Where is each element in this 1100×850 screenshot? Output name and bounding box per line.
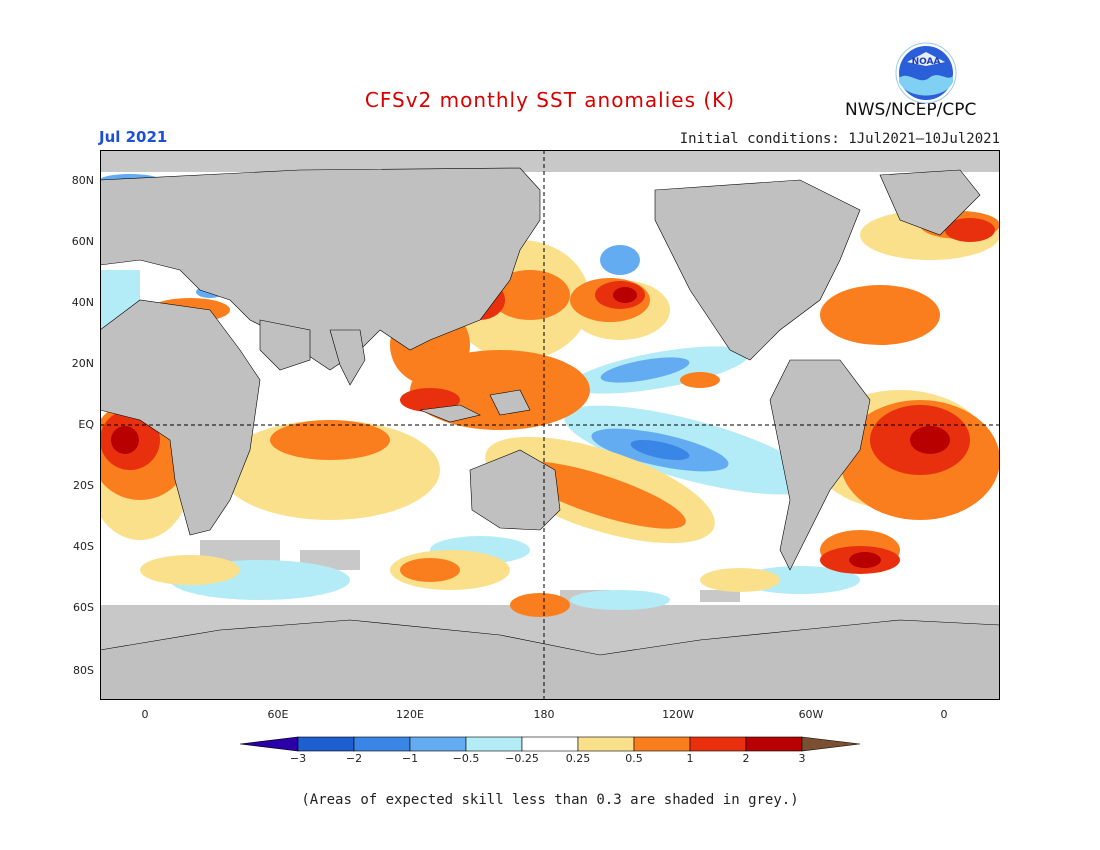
colorbar-segment-6 <box>577 736 635 752</box>
colorbar-label-4: −0.25 <box>505 752 539 765</box>
colorbar-segment-8 <box>689 736 747 752</box>
colorbar <box>240 736 860 752</box>
colorbar-segment-5 <box>521 736 579 752</box>
lat-label-20s: 20S <box>73 479 94 492</box>
colorbar-segment-10 <box>801 736 860 752</box>
lon-label-120e: 120E <box>396 708 424 721</box>
colorbar-segment-4 <box>465 736 523 752</box>
lat-label-40s: 40S <box>73 540 94 553</box>
noaa-logo-text: NOAA <box>912 57 941 67</box>
lat-label-20n: 20N <box>71 357 94 370</box>
initial-conditions: Initial conditions: 1Jul2021–10Jul2021 <box>679 131 1000 147</box>
colorbar-segment-9 <box>745 736 803 752</box>
lat-label-60s: 60S <box>73 601 94 614</box>
colorbar-label-2: −1 <box>401 752 419 765</box>
colorbar-segment-3 <box>409 736 467 752</box>
colorbar-label-1: −2 <box>345 752 363 765</box>
colorbar-segment-7 <box>633 736 691 752</box>
colorbar-label-8: 2 <box>742 752 750 765</box>
colorbar-label-3: −0.5 <box>452 752 480 765</box>
lat-label-eq: EQ <box>78 418 94 431</box>
lon-label-60w: 60W <box>798 708 824 721</box>
map-title: CFSv2 monthly SST anomalies (K) <box>364 88 736 112</box>
colorbar-label-6: 0.5 <box>625 752 643 765</box>
lon-label-120w: 120W <box>662 708 694 721</box>
colorbar-segment-1 <box>297 736 355 752</box>
colorbar-label-9: 3 <box>798 752 806 765</box>
colorbar-label-5: 0.25 <box>565 752 591 765</box>
lat-label-80n: 80N <box>71 174 94 187</box>
colorbar-label-0: −3 <box>289 752 307 765</box>
forecast-month: Jul 2021 <box>99 128 168 146</box>
noaa-logo: NOAA <box>895 42 957 104</box>
lat-label-40n: 40N <box>71 296 94 309</box>
lon-label-60e: 60E <box>267 708 289 721</box>
lat-label-80s: 80S <box>73 664 94 677</box>
sst-anomaly-map <box>100 150 1000 700</box>
lat-label-60n: 60N <box>71 235 94 248</box>
lon-label-0: 0 <box>141 708 149 721</box>
colorbar-segment-2 <box>353 736 411 752</box>
colorbar-segment-0 <box>240 736 299 752</box>
lon-label-180: 180 <box>533 708 555 721</box>
lon-label-0-east: 0 <box>940 708 948 721</box>
skill-note: (Areas of expected skill less than 0.3 a… <box>301 792 799 808</box>
organization-label: NWS/NCEP/CPC <box>845 100 977 120</box>
colorbar-label-7: 1 <box>686 752 694 765</box>
